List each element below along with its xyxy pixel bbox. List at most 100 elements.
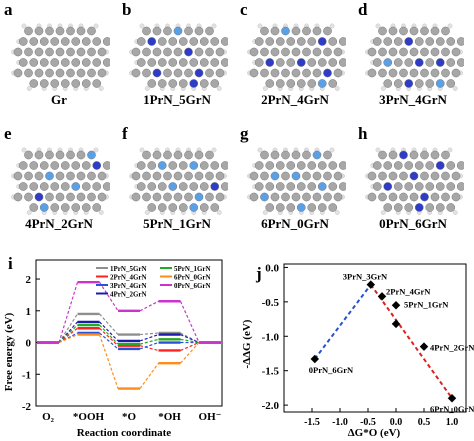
carbon-atom <box>393 203 403 212</box>
carbon-atom <box>220 37 228 46</box>
plot-frame <box>283 263 467 413</box>
carbon-atom <box>275 79 285 88</box>
carbon-atom <box>13 171 23 181</box>
carbon-atom <box>367 192 377 202</box>
carbon-atom <box>157 79 167 88</box>
carbon-atom <box>147 58 157 67</box>
carbon-atom <box>378 26 387 36</box>
carbon-atom <box>409 47 419 57</box>
carbon-atom <box>312 47 322 57</box>
carbon-atom <box>163 68 172 78</box>
panel-letter: f <box>122 124 128 143</box>
graphitic-nitrogen-atom <box>152 68 162 78</box>
carbon-atom <box>367 68 377 78</box>
carbon-atom <box>430 47 440 57</box>
carbon-atom <box>189 37 199 46</box>
hydrogen-atom <box>447 147 453 153</box>
carbon-atom <box>205 192 214 202</box>
carbon-atom <box>178 203 188 212</box>
carbon-atom <box>372 182 382 191</box>
carbon-atom <box>307 79 317 88</box>
panel-letter: g <box>240 124 249 143</box>
hydrogen-atom <box>139 23 145 29</box>
legend-label: 5PrN_1GrN <box>174 265 211 273</box>
carbon-atom <box>29 37 39 46</box>
carbon-atom <box>291 192 301 202</box>
carbon-atom <box>55 192 65 202</box>
carbon-atom <box>312 26 322 36</box>
pyridinic-nitrogen-atom <box>270 171 280 181</box>
energy-connector <box>58 324 78 343</box>
energy-connector <box>98 281 119 312</box>
pyridinic-nitrogen-atom <box>281 26 290 36</box>
carbon-atom <box>97 192 107 202</box>
x-tick-label: -1.5 <box>304 417 320 428</box>
energy-connector <box>58 334 78 344</box>
carbon-atom <box>168 37 178 46</box>
carbon-atom <box>163 26 172 36</box>
hydrogen-atom <box>447 23 453 29</box>
x-tick-label: 1.0 <box>446 417 459 428</box>
carbon-atom <box>425 79 435 88</box>
panel-letter: b <box>122 0 132 19</box>
carbon-atom <box>281 47 290 57</box>
carbon-atom <box>152 26 162 36</box>
carbon-atom <box>24 150 33 160</box>
graphitic-nitrogen-atom <box>409 171 419 181</box>
energy-connector <box>139 362 159 389</box>
carbon-atom <box>307 161 317 170</box>
carbon-atom <box>81 203 91 212</box>
carbon-atom <box>249 47 259 57</box>
carbon-atom <box>60 203 70 212</box>
energy-connector <box>139 300 159 312</box>
carbon-atom <box>29 182 39 191</box>
energy-connector <box>139 341 159 350</box>
energy-connector <box>99 321 119 342</box>
graphitic-nitrogen-atom <box>435 58 445 67</box>
carbon-atom <box>420 150 429 160</box>
carbon-atom <box>24 47 33 57</box>
carbon-atom <box>383 37 393 46</box>
carbon-atom <box>265 79 275 88</box>
carbon-atom <box>260 68 269 78</box>
carbon-atom <box>441 171 450 181</box>
carbon-atom <box>142 150 151 160</box>
carbon-atom <box>71 79 81 88</box>
carbon-atom <box>338 161 346 170</box>
structure-name: Gr <box>51 92 67 107</box>
carbon-atom <box>254 182 264 191</box>
carbon-atom <box>87 171 96 181</box>
carbon-atom <box>194 171 204 181</box>
carbon-atom <box>39 58 49 67</box>
carbon-atom <box>34 171 44 181</box>
carbon-atom <box>92 79 102 88</box>
carbon-atom <box>76 26 86 36</box>
graphene-model <box>365 147 464 215</box>
carbon-atom <box>184 150 193 160</box>
carbon-atom <box>446 37 456 46</box>
carbon-atom <box>60 37 70 46</box>
carbon-atom <box>34 150 44 160</box>
carbon-atom <box>296 79 306 88</box>
carbon-atom <box>393 182 403 191</box>
carbon-atom <box>393 58 403 67</box>
carbon-atom <box>286 182 296 191</box>
pyridinic-nitrogen-atom <box>189 203 199 212</box>
carbon-atom <box>420 26 429 36</box>
carbon-atom <box>393 37 403 46</box>
carbon-atom <box>383 203 393 212</box>
carbon-atom <box>173 150 183 160</box>
carbon-atom <box>66 26 75 36</box>
carbon-atom <box>102 161 110 170</box>
carbon-atom <box>367 47 377 57</box>
carbon-atom <box>163 171 172 181</box>
carbon-atom <box>425 58 435 67</box>
carbon-atom <box>270 68 280 78</box>
carbon-atom <box>136 58 146 67</box>
carbon-atom <box>60 79 70 88</box>
hydrogen-atom <box>21 23 27 29</box>
carbon-atom <box>328 203 338 212</box>
legend-label: 3PrN_4GrN <box>110 282 147 290</box>
carbon-atom <box>66 47 75 57</box>
carbon-atom <box>307 37 317 46</box>
